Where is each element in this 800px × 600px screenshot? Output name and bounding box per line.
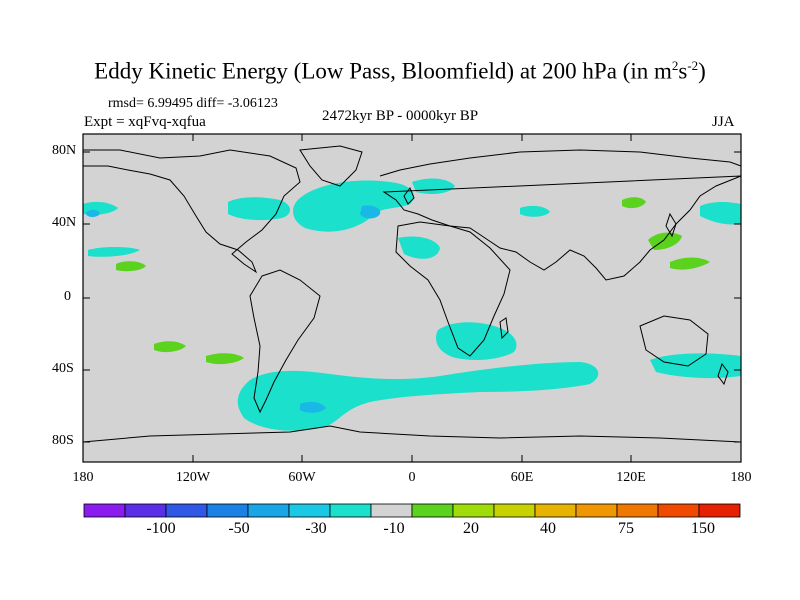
north-atlantic-region: [293, 180, 414, 232]
colorbar-swatch: [370, 503, 413, 518]
colorbar-label: 40: [540, 520, 556, 537]
colorbar-swatch: [616, 503, 659, 518]
australia-pacific-region: [650, 353, 741, 379]
greenland-coast: [299, 145, 363, 187]
colorbar-swatch: [452, 503, 495, 518]
lat-label-80n: 80N: [52, 143, 77, 158]
colorbar-swatch: [124, 503, 167, 518]
colorbar-swatch: [698, 503, 741, 518]
south-pacific-blob-2: [206, 353, 244, 365]
colorbar-swatch: [657, 503, 700, 518]
map-background: [83, 134, 741, 462]
southern-core: [300, 401, 326, 413]
africa-coast: [395, 221, 511, 357]
lat-label-80s: 80S: [52, 433, 74, 448]
lon-label-0: 0: [408, 470, 416, 485]
period-label: 2472kyr BP - 0000kyr BP: [322, 108, 479, 124]
colorbar-label: -50: [228, 520, 250, 537]
south-america-coast: [249, 269, 321, 414]
colorbar-swatch: [83, 503, 126, 518]
east-pacific-blob: [116, 261, 146, 272]
lon-label-120w: 120W: [175, 470, 211, 485]
colorbar-swatch: [206, 503, 249, 518]
lon-label-180e: 180: [730, 470, 752, 485]
negative-core-regions: [86, 205, 381, 413]
colorbar-swatch: [493, 503, 536, 518]
experiment-label: Expt = xqFvq-xqfua: [84, 114, 206, 130]
colorbar-label: -30: [305, 520, 327, 537]
negative-anomaly-regions: [83, 178, 741, 431]
lon-label-60w: 60W: [288, 470, 316, 485]
colorbar-swatch: [329, 503, 372, 518]
sahara-band: [398, 236, 440, 259]
stats-text: rmsd= 6.99495 diff= -3.06123: [108, 96, 278, 111]
southern-africa-region: [436, 322, 517, 360]
lat-label-40n: 40N: [52, 215, 77, 230]
eurasia-coast: [379, 149, 742, 281]
colorbar-label: 150: [691, 520, 715, 537]
lon-label-60e: 60E: [510, 470, 534, 485]
coastlines: [82, 145, 742, 443]
north-america-band: [228, 197, 291, 221]
colorbar-swatch: [575, 503, 618, 518]
south-pacific-blob-1: [154, 341, 186, 353]
season-label: JJA: [712, 114, 735, 130]
south-atlantic-indian-belt: [237, 362, 599, 431]
uk-coast: [403, 186, 415, 205]
colorbar: [83, 503, 741, 518]
atlantic-core: [360, 205, 381, 219]
northeast-asia-blob: [622, 197, 646, 209]
chart-title: Eddy Kinetic Energy (Low Pass, Bloomfiel…: [94, 58, 706, 84]
lon-label-120e: 120E: [616, 470, 646, 485]
lat-ticks: [83, 151, 741, 443]
positive-anomaly-regions: [116, 197, 710, 365]
colorbar-swatch: [165, 503, 208, 518]
colorbar-swatch: [411, 503, 454, 518]
colorbar-swatch: [288, 503, 331, 518]
pacific-core: [86, 209, 100, 217]
north-pacific-east: [700, 202, 741, 225]
lat-label-0: 0: [64, 289, 71, 304]
antarctica-coast: [82, 425, 742, 443]
new-zealand-coast: [717, 362, 729, 386]
colorbar-label: -10: [383, 520, 405, 537]
colorbar-label: 20: [463, 520, 479, 537]
lon-label-180w: 180: [72, 470, 94, 485]
lat-label-40s: 40S: [52, 361, 74, 376]
madagascar-coast: [499, 317, 509, 340]
colorbar-label: -100: [146, 520, 176, 537]
lon-ticks: [192, 134, 632, 462]
japan-coast: [665, 212, 677, 238]
subtropical-pacific: [88, 247, 140, 257]
colorbar-swatch: [247, 503, 290, 518]
colorbar-label: 75: [618, 520, 634, 537]
central-asia-band: [520, 205, 550, 217]
west-pacific-blob: [670, 257, 710, 270]
colorbar-swatch: [534, 503, 577, 518]
australia-coast: [639, 315, 709, 367]
north-america-coast: [83, 149, 301, 274]
